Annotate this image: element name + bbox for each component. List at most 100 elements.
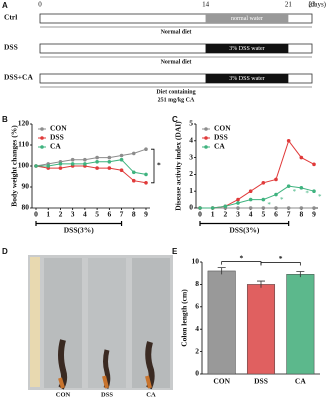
series-line bbox=[200, 139, 315, 209]
point bbox=[58, 166, 63, 170]
x-tick-label: 2 bbox=[59, 210, 63, 219]
water-period bbox=[205, 74, 289, 83]
x-tick-label: 3 bbox=[71, 210, 75, 219]
legend-label: CON bbox=[50, 124, 67, 133]
point bbox=[261, 206, 266, 210]
y-tick-label: 4 bbox=[195, 324, 199, 333]
point bbox=[261, 181, 266, 185]
point bbox=[198, 206, 202, 210]
day-label: 14 bbox=[202, 1, 210, 9]
y-tick-label: 100 bbox=[18, 161, 30, 170]
row-label: DSS+CA bbox=[4, 73, 33, 82]
point bbox=[312, 162, 316, 167]
legend-label: DSS bbox=[50, 133, 64, 142]
day-unit: (days) bbox=[309, 1, 327, 9]
point bbox=[131, 170, 136, 175]
point bbox=[119, 153, 124, 158]
day-label: 0 bbox=[38, 1, 42, 9]
comparison-label: * bbox=[239, 253, 243, 262]
significance: * bbox=[267, 201, 271, 209]
diet-label: Normal diet bbox=[161, 59, 192, 65]
point bbox=[144, 181, 148, 185]
point bbox=[274, 177, 278, 182]
point bbox=[210, 206, 215, 210]
panel-label: D bbox=[2, 247, 8, 256]
point bbox=[261, 197, 266, 202]
x-tick-label: 6 bbox=[274, 210, 278, 219]
y-tick-label: 1 bbox=[189, 186, 193, 195]
x-tick-label: 7 bbox=[287, 210, 291, 219]
period-bracket bbox=[35, 221, 123, 226]
legend-label: CON bbox=[214, 124, 231, 133]
series-line bbox=[36, 159, 147, 175]
bar bbox=[286, 274, 315, 375]
x-tick-label: 8 bbox=[299, 210, 303, 219]
bar bbox=[246, 284, 276, 375]
period-label: DSS(3%) bbox=[64, 226, 95, 235]
point bbox=[286, 206, 291, 210]
point bbox=[58, 162, 63, 166]
photo-label: CON bbox=[56, 391, 71, 398]
y-tick-label: 2 bbox=[189, 169, 193, 178]
y-tick-label: 4 bbox=[189, 136, 193, 145]
timeline-bar bbox=[39, 13, 313, 24]
timeline-bar bbox=[39, 43, 313, 54]
point bbox=[107, 166, 112, 170]
y-tick-label: 10 bbox=[192, 257, 200, 266]
day-label: 21 bbox=[285, 1, 293, 9]
point bbox=[70, 157, 75, 162]
x-tick-label: 5 bbox=[261, 210, 265, 219]
x-tick-label: CA bbox=[295, 377, 306, 386]
x-tick-label: 1 bbox=[211, 210, 215, 219]
point bbox=[107, 160, 112, 164]
photo-label: DSS bbox=[101, 391, 113, 398]
point bbox=[119, 157, 124, 162]
x-tick-label: 2 bbox=[223, 210, 227, 219]
y-tick-label: 2 bbox=[195, 346, 199, 355]
point bbox=[286, 184, 291, 188]
point bbox=[95, 155, 99, 160]
point bbox=[274, 192, 278, 197]
photo bbox=[28, 255, 173, 390]
period-label: DSS(3%) bbox=[229, 226, 260, 235]
point bbox=[95, 166, 99, 170]
y-tick-label: 0 bbox=[189, 203, 193, 212]
x-tick-label: 8 bbox=[132, 210, 136, 219]
comparison-label: * bbox=[279, 254, 283, 263]
point bbox=[248, 197, 253, 202]
significance: * bbox=[293, 188, 297, 196]
y-axis-label: Disease activity index (DAI) bbox=[174, 121, 183, 211]
comparison-bracket bbox=[260, 262, 301, 266]
series-line bbox=[35, 148, 147, 167]
day-label: 23 bbox=[309, 1, 317, 9]
water-label: normal water bbox=[231, 16, 263, 22]
y-tick-label: 120 bbox=[18, 119, 30, 128]
period-bracket bbox=[199, 221, 290, 226]
point bbox=[119, 168, 124, 172]
diet-label: Normal diet bbox=[161, 29, 192, 35]
point bbox=[236, 201, 240, 205]
photo-label: CA bbox=[146, 391, 156, 398]
point bbox=[34, 164, 38, 168]
x-tick-label: 9 bbox=[312, 210, 316, 219]
series-line bbox=[35, 165, 147, 184]
significance: * bbox=[280, 196, 284, 204]
point bbox=[248, 189, 253, 193]
point bbox=[286, 139, 291, 143]
x-tick-label: 0 bbox=[198, 210, 202, 219]
point bbox=[248, 206, 253, 210]
legend-label: CA bbox=[50, 142, 61, 151]
error-bar bbox=[296, 271, 305, 278]
point bbox=[107, 155, 112, 160]
error-bar bbox=[217, 267, 226, 275]
x-tick-label: 5 bbox=[95, 210, 99, 219]
row-label: Ctrl bbox=[4, 13, 17, 22]
bar bbox=[207, 270, 236, 375]
y-tick-label: 80 bbox=[22, 203, 30, 212]
x-tick-label: 1 bbox=[46, 210, 50, 219]
error-bar bbox=[257, 280, 265, 288]
point bbox=[312, 206, 316, 210]
y-tick-label: 6 bbox=[195, 302, 199, 311]
x-tick-label: 4 bbox=[249, 210, 253, 219]
